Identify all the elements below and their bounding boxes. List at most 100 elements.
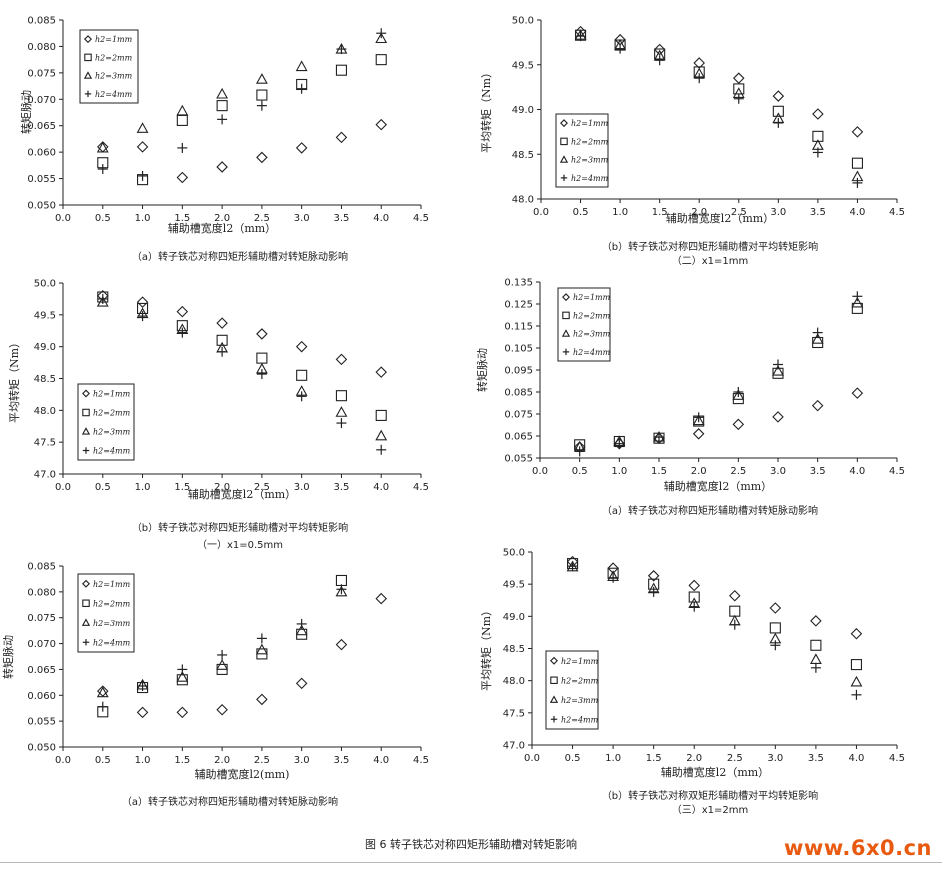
chart-2-point-plus <box>615 43 626 54</box>
chart-6-point-square <box>810 639 822 651</box>
chart-4: 0.0 0.5 1.0 1.5 2.0 2.5 3.0 3.5 4.0 4.5 0.055 0.065… <box>475 278 905 494</box>
chart-1-legend-marker <box>84 35 92 44</box>
chart-4-point-square <box>851 302 863 314</box>
chart-3-point-triangle <box>96 295 109 307</box>
chart-6-x-tick-label: 1.5 <box>646 753 662 764</box>
chart-5-point-triangle <box>255 643 268 655</box>
chart-3-legend-label: h2=3mm <box>93 428 131 437</box>
chart-5-point-plus <box>336 584 347 595</box>
chart-4-x-tick-label: 2.5 <box>730 466 746 477</box>
chart-1-point-triangle <box>255 73 268 84</box>
chart-1-y-tick-label: 0.070 <box>27 95 56 106</box>
chart-6-x-tick-label: 1.0 <box>605 753 621 764</box>
chart-1-legend-label: h2=1mm <box>95 35 133 44</box>
chart-6-legend: h2=1mm h2=2mm h2=3mm h2=4mm <box>545 650 599 730</box>
chart-6-point-triangle <box>850 675 863 687</box>
chart-5-legend-marker <box>81 618 91 626</box>
chart-3-x-tick-label: 3.5 <box>333 482 349 493</box>
chart-2-x-tick-label: 4.0 <box>849 207 865 218</box>
chart-1-x-tick-label: 2.0 <box>214 213 230 224</box>
chart-6-legend-marker <box>549 695 559 703</box>
chart-6-x-axis-title: 辅助槽宽度l2（mm） <box>661 765 769 779</box>
chart-5-point-diamond <box>375 592 388 605</box>
chart-5-point-triangle <box>295 624 308 636</box>
chart-5-point-diamond <box>216 703 228 716</box>
chart-5-legend-marker <box>82 579 90 588</box>
chart-4-y-axis-title: 转矩脉动 <box>475 348 489 392</box>
chart-2: 0.0 0.5 1.0 1.5 2.0 2.5 3.0 3.5 4.0 4.5 48.0 48.5 49… <box>479 16 905 226</box>
chart-5-point-triangle <box>96 686 109 698</box>
chart-3-y-tick-label: 48.0 <box>34 406 56 417</box>
chart-4-x-tick-label: 2.0 <box>691 466 707 477</box>
chart-5-point-triangle <box>216 659 229 670</box>
chart-6-y-tick-label: 47.5 <box>503 708 525 719</box>
chart-1-x-tick-label: 3.5 <box>333 213 349 224</box>
chart-6-x-tick-label: 2.0 <box>686 753 702 764</box>
chart-5-legend-label: h2=2mm <box>93 599 131 608</box>
chart-6-legend-label: h2=1mm <box>561 657 599 666</box>
chart-3-point-diamond <box>256 328 268 340</box>
chart-5-legend-label: h2=4mm <box>93 638 131 647</box>
chart-1-x-tick-label: 3.0 <box>294 213 310 224</box>
chart-4-y-tick-label: 0.055 <box>504 454 533 465</box>
chart-2-point-plus <box>773 117 784 128</box>
chart-1-legend-box <box>79 29 139 104</box>
chart-1-x-tick-label: 0.5 <box>95 213 111 224</box>
chart-3-x-tick-label: 1.5 <box>174 482 190 493</box>
chart-5-point-plus <box>97 701 108 712</box>
caption-chart-5: （a）转子铁芯对称四矩形辅助槽对转矩脉动影响 <box>121 797 339 808</box>
caption-chart-2-line-2: （二）x1=1mm <box>671 256 749 267</box>
caption-chart-1: （a）转子铁芯对称四矩形辅助槽对转矩脉动影响 <box>131 252 349 263</box>
chart-3-y-tick-label: 49.0 <box>34 342 56 353</box>
chart-2-x-tick-label: 3.5 <box>810 207 826 218</box>
chart-1-point-diamond <box>256 151 268 164</box>
chart-1-point-plus <box>336 44 347 55</box>
chart-1-point-square <box>216 100 228 112</box>
chart-2-point-diamond <box>851 126 864 138</box>
chart-4-y-tick-label: 0.135 <box>504 278 533 289</box>
chart-4-point-diamond <box>692 428 705 440</box>
chart-2-legend: h2=1mm h2=2mm h2=3mm h2=4mm <box>555 113 609 188</box>
chart-2-point-diamond <box>772 90 785 102</box>
chart-3-point-square <box>335 390 347 402</box>
chart-3-point-square <box>296 369 308 381</box>
chart-4-y-tick-label: 0.085 <box>504 388 533 399</box>
chart-6-point-plus <box>567 561 578 572</box>
chart-1-y-axis-title: 转矩脉动 <box>19 90 33 134</box>
chart-1-y-tick-label: 0.085 <box>27 16 56 27</box>
chart-5-point-plus <box>217 649 228 660</box>
caption-chart-2-line-1: （b）转子铁芯对称四矩形辅助槽对平均转矩影响 <box>601 242 819 253</box>
chart-6-x-tick-label: 3.0 <box>767 753 783 764</box>
chart-6-point-square <box>729 605 741 617</box>
chart-4-legend-marker <box>562 311 570 320</box>
chart-6: 0.0 0.5 1.0 1.5 2.0 2.5 3.0 3.5 4.0 4.5 47.0 47.5 48… <box>479 548 905 780</box>
chart-2-x-axis-title: 辅助槽宽度l2（mm） <box>666 211 774 225</box>
chart-5-point-plus <box>256 633 267 644</box>
chart-3-x-tick-label: 4.0 <box>373 482 389 493</box>
chart-2-point-plus <box>812 147 823 158</box>
chart-3-point-triangle <box>375 429 388 441</box>
chart-5-x-tick-label: 0.5 <box>95 755 111 766</box>
chart-4-point-diamond <box>811 399 824 412</box>
chart-5-x-tick-label: 0.0 <box>55 755 71 766</box>
chart-3-legend-label: h2=4mm <box>93 447 131 456</box>
chart-1-point-plus <box>217 114 228 125</box>
chart-4-point-triangle <box>772 364 784 376</box>
chart-1-x-tick-label: 1.5 <box>174 213 190 224</box>
chart-4-point-plus <box>654 432 664 443</box>
chart-1-point-triangle <box>375 32 388 44</box>
chart-5-y-tick-label: 0.060 <box>27 691 56 702</box>
chart-5-point-square <box>176 674 188 686</box>
chart-5-point-plus <box>177 664 188 675</box>
chart-6-point-square <box>688 591 700 603</box>
chart-1-legend-label: h2=3mm <box>95 72 133 81</box>
chart-4-point-plus <box>574 446 585 457</box>
chart-3-point-square <box>216 334 228 346</box>
chart-5-legend-label: h2=3mm <box>93 619 131 628</box>
chart-1-point-diamond <box>375 118 388 131</box>
chart-4-x-tick-label: 4.5 <box>889 466 905 477</box>
chart-2-y-tick-label: 49.5 <box>512 60 534 71</box>
chart-2-legend-marker <box>560 119 568 128</box>
chart-4-legend: h2=1mm h2=2mm h2=3mm h2=4mm <box>557 287 611 362</box>
